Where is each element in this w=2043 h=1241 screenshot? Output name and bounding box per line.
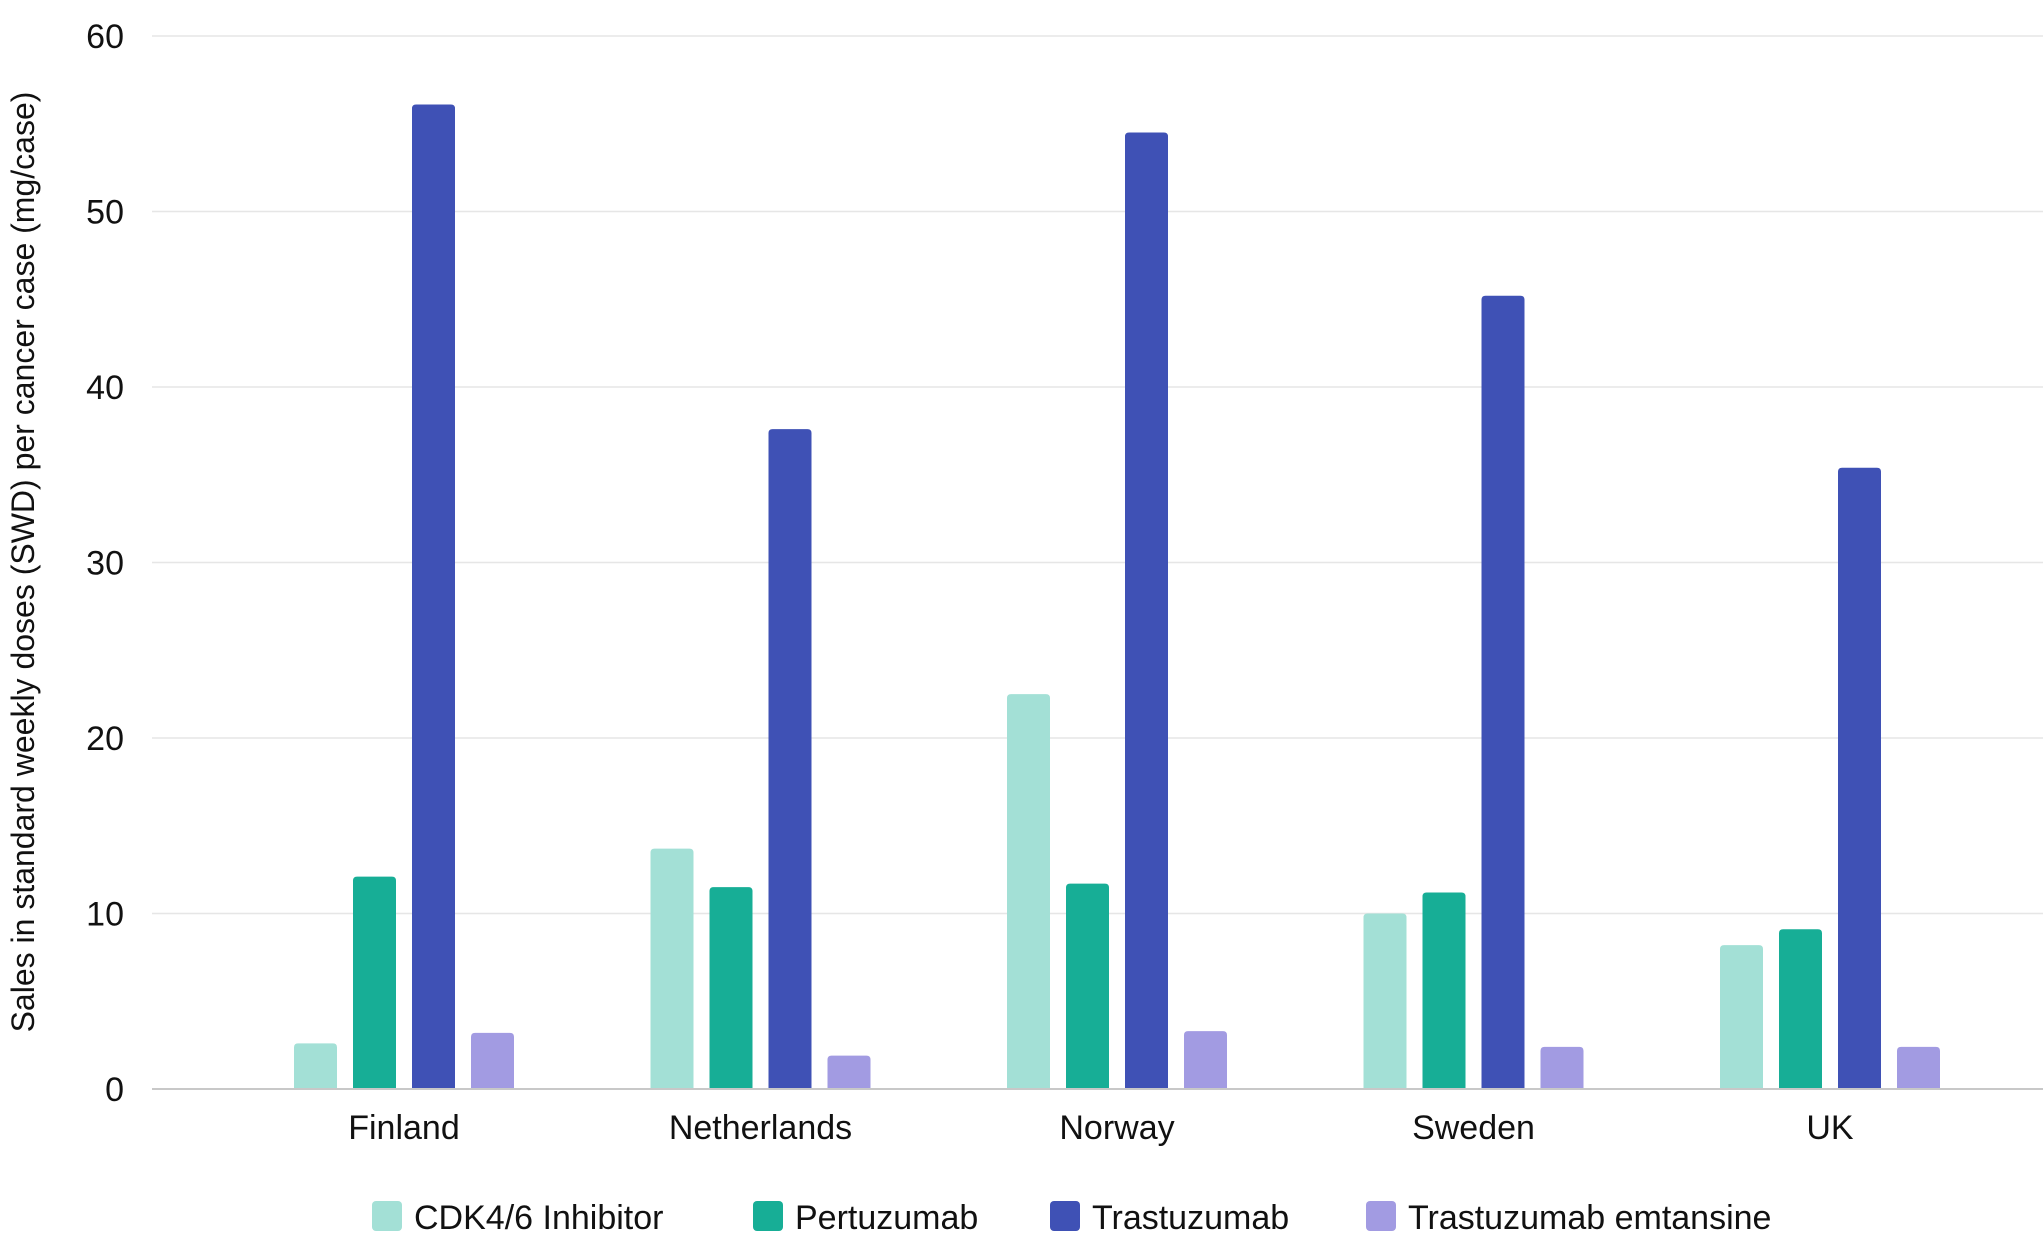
bar-netherlands-cdk4-6-inhibitor bbox=[650, 848, 694, 1089]
bar-finland-trastuzumab bbox=[412, 104, 455, 1089]
bar-norway-trastuzumab-emtansine bbox=[1184, 1031, 1227, 1089]
legend-swatch bbox=[1050, 1201, 1080, 1231]
legend-label: Trastuzumab emtansine bbox=[1408, 1199, 1771, 1237]
bar-sweden-pertuzumab bbox=[1422, 892, 1466, 1089]
legend-label: Trastuzumab bbox=[1092, 1199, 1289, 1237]
x-tick-label: Sweden bbox=[1412, 1109, 1535, 1147]
y-axis-title: Sales in standard weekly doses (SWD) per… bbox=[5, 92, 41, 1033]
bar-sweden-trastuzumab bbox=[1481, 295, 1525, 1089]
bar-uk-pertuzumab bbox=[1779, 929, 1822, 1089]
y-tick-label: 0 bbox=[105, 1071, 124, 1109]
y-tick-label: 20 bbox=[86, 720, 124, 758]
x-tick-label: Netherlands bbox=[669, 1109, 852, 1147]
bar-sweden-cdk4-6-inhibitor bbox=[1363, 913, 1407, 1089]
legend-swatch bbox=[372, 1201, 402, 1231]
legend-label: CDK4/6 Inhibitor bbox=[414, 1199, 663, 1237]
legend-swatch bbox=[1366, 1201, 1396, 1231]
y-tick-label: 50 bbox=[86, 194, 124, 232]
gridlines bbox=[152, 35, 2043, 915]
y-tick-label: 10 bbox=[86, 896, 124, 934]
y-tick-label: 30 bbox=[86, 545, 124, 583]
bar-netherlands-pertuzumab bbox=[709, 887, 753, 1089]
y-axis-ticks: 0 10 20 30 40 50 60 bbox=[86, 18, 124, 1109]
x-tick-label: Norway bbox=[1059, 1109, 1174, 1147]
bar-finland-cdk4-6-inhibitor bbox=[294, 1043, 337, 1089]
legend-label: Pertuzumab bbox=[795, 1199, 978, 1237]
bar-finland-trastuzumab-emtansine bbox=[471, 1032, 514, 1089]
bar-finland-pertuzumab bbox=[353, 876, 396, 1089]
bars bbox=[294, 104, 1940, 1090]
legend: CDK4/6 Inhibitor Pertuzumab Trastuzumab Tra… bbox=[372, 1199, 1771, 1237]
bar-norway-pertuzumab bbox=[1066, 883, 1109, 1089]
bar-netherlands-trastuzumab-emtansine bbox=[827, 1055, 871, 1089]
bar-sweden-trastuzumab-emtansine bbox=[1540, 1046, 1584, 1089]
bar-uk-cdk4-6-inhibitor bbox=[1720, 945, 1763, 1089]
x-axis-ticks: Finland Netherlands Norway Sweden UK bbox=[348, 1109, 1854, 1147]
legend-swatch bbox=[753, 1201, 783, 1231]
y-tick-label: 60 bbox=[86, 18, 124, 56]
x-tick-label: Finland bbox=[348, 1109, 460, 1147]
bar-netherlands-trastuzumab bbox=[768, 429, 812, 1089]
x-tick-label: UK bbox=[1806, 1109, 1854, 1147]
bar-uk-trastuzumab-emtansine bbox=[1897, 1046, 1940, 1089]
bar-norway-trastuzumab bbox=[1125, 132, 1168, 1089]
bar-norway-cdk4-6-inhibitor bbox=[1007, 694, 1050, 1089]
y-tick-label: 40 bbox=[86, 369, 124, 407]
bar-uk-trastuzumab bbox=[1838, 467, 1881, 1090]
